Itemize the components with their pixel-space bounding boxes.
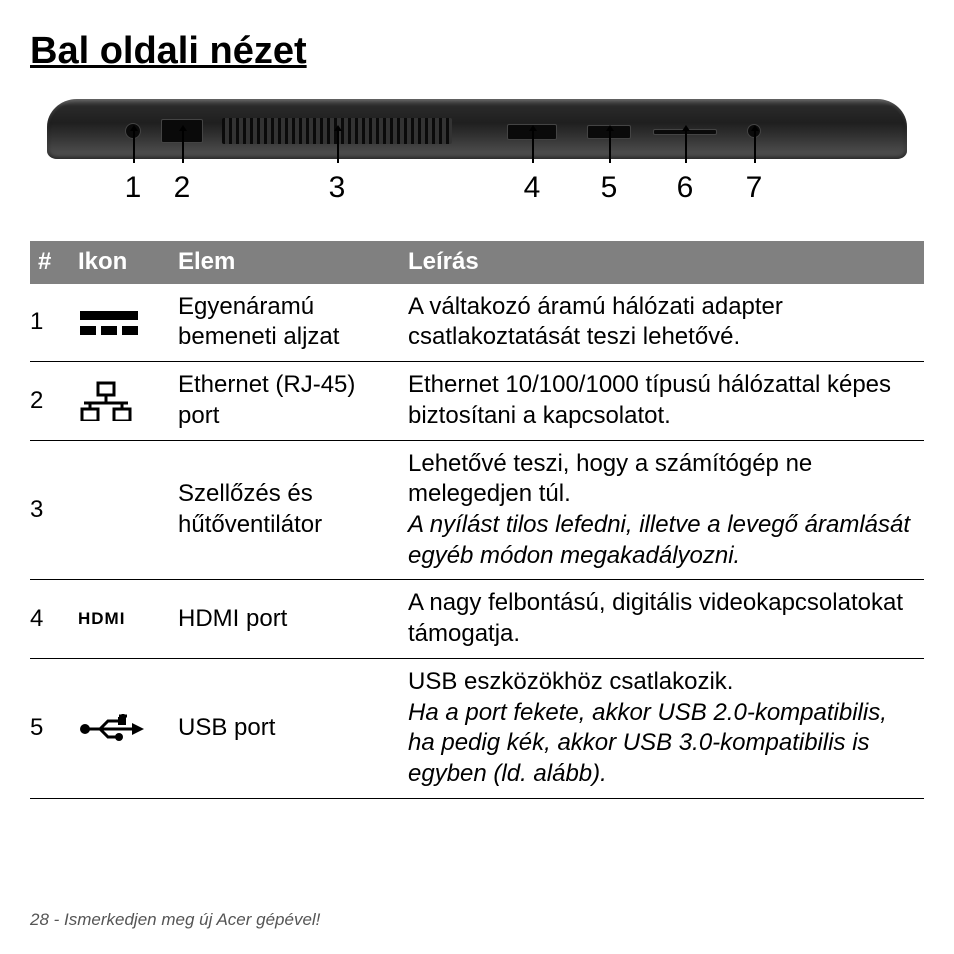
ethernet-icon [70, 362, 170, 440]
callout-line [182, 129, 184, 163]
page-footer: 28 - Ismerkedjen meg új Acer gépével! [30, 910, 320, 930]
row-number: 4 [30, 580, 70, 658]
laptop-side-diagram: 12 3 4 5 6 7 [32, 99, 922, 229]
callout-line [133, 129, 135, 163]
row-item: USB port [170, 658, 400, 798]
row-number: 5 [30, 658, 70, 798]
svg-text:HDMI: HDMI [78, 610, 125, 628]
row-description: Lehetővé teszi, hogy a számítógép ne mel… [400, 440, 924, 580]
row-description: A nagy felbontású, digitális videokapcso… [400, 580, 924, 658]
desc-text: USB eszközökhöz csatlakozik. [408, 667, 916, 698]
header-icon: Ikon [70, 241, 170, 284]
laptop-side-body [47, 99, 907, 159]
callout-number: 6 [677, 171, 694, 205]
callout-number: 1 [125, 171, 142, 205]
header-num: # [30, 241, 70, 284]
desc-text: Ethernet 10/100/1000 típusú hálózattal k… [408, 370, 916, 431]
usb-icon [70, 658, 170, 798]
table-header-row: # Ikon Elem Leírás [30, 241, 924, 284]
header-desc: Leírás [400, 241, 924, 284]
row-item: Szellőzés és hűtőventilátor [170, 440, 400, 580]
callout-line [337, 129, 339, 163]
table-row: 5USB portUSB eszközökhöz csatlakozik.Ha … [30, 658, 924, 798]
desc-note: Ha a port fekete, akkor USB 2.0-kompatib… [408, 698, 916, 790]
table-row: 3 Szellőzés és hűtőventilátorLehetővé tes… [30, 440, 924, 580]
desc-text: Lehetővé teszi, hogy a számítógép ne mel… [408, 449, 916, 510]
callout-row: 12 3 4 5 6 7 [47, 159, 907, 229]
callout-number: 3 [329, 171, 346, 205]
row-number: 2 [30, 362, 70, 440]
callout-number: 5 [601, 171, 618, 205]
callout-line [754, 129, 756, 163]
desc-text: A nagy felbontású, digitális videokapcso… [408, 588, 916, 649]
callout-line [609, 129, 611, 163]
desc-text: A váltakozó áramú hálózati adapter csatl… [408, 292, 916, 353]
callout-number: 4 [524, 171, 541, 205]
callout-line [685, 129, 687, 163]
row-item: Ethernet (RJ-45) port [170, 362, 400, 440]
callout-line [532, 129, 534, 163]
callout-number: 7 [746, 171, 763, 205]
table-row: 4 HDMI HDMI portA nagy felbontású, digitál… [30, 580, 924, 658]
row-description: A váltakozó áramú hálózati adapter csatl… [400, 284, 924, 362]
table-row: 1 Egyenáramú bemeneti aljzatA váltakozó á… [30, 284, 924, 362]
row-number: 3 [30, 440, 70, 580]
hdmi-icon: HDMI [70, 580, 170, 658]
header-item: Elem [170, 241, 400, 284]
row-item: HDMI port [170, 580, 400, 658]
table-row: 2 Ethernet (RJ-45) portEthernet 10/100/10… [30, 362, 924, 440]
callout-number: 2 [174, 171, 191, 205]
page-title: Bal oldali nézet [30, 30, 924, 73]
ports-table: # Ikon Elem Leírás 1 Egyenáramú bemeneti … [30, 241, 924, 799]
no-icon [70, 440, 170, 580]
desc-note: A nyílást tilos lefedni, illetve a leveg… [408, 510, 916, 571]
row-description: Ethernet 10/100/1000 típusú hálózattal k… [400, 362, 924, 440]
row-number: 1 [30, 284, 70, 362]
dc-in-icon [70, 284, 170, 362]
row-item: Egyenáramú bemeneti aljzat [170, 284, 400, 362]
row-description: USB eszközökhöz csatlakozik.Ha a port fe… [400, 658, 924, 798]
